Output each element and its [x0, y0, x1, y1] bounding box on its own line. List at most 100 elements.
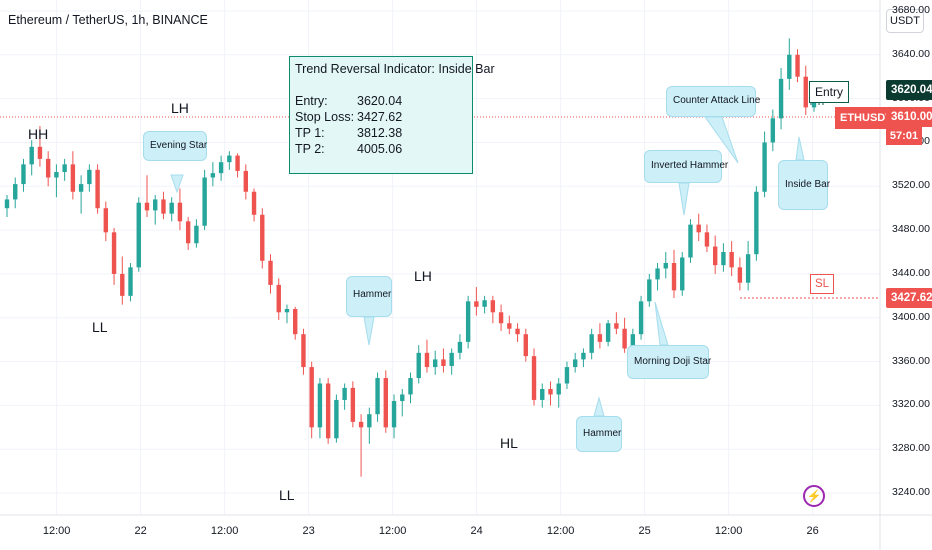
pivot-hl: HL	[500, 435, 518, 451]
candle-body	[449, 352, 454, 366]
price-tick-label: 3520.00	[892, 179, 930, 192]
candle-body	[367, 414, 372, 428]
time-tick-label: 12:00	[714, 525, 743, 537]
candle	[531, 348, 537, 406]
candle	[465, 295, 471, 349]
candle	[309, 361, 314, 439]
time-tick-label: 26	[806, 525, 819, 537]
candle	[762, 131, 767, 198]
candle-body	[284, 309, 290, 313]
candle	[227, 151, 232, 170]
candle	[268, 254, 273, 294]
candle	[391, 394, 397, 439]
candle-body	[787, 54, 792, 79]
inverted-hammer-pointer	[678, 182, 690, 216]
price-tick-label: 3280.00	[892, 442, 930, 455]
candle-body	[630, 334, 636, 349]
tp2-label: TP 2:	[295, 142, 325, 156]
candle	[87, 164, 92, 192]
stop-loss-value: 3427.62	[357, 110, 403, 124]
candle	[803, 65, 808, 116]
candle-body	[400, 394, 405, 402]
candle-body	[62, 164, 67, 173]
morning-doji-star-label: Morning Doji Star	[627, 345, 711, 379]
candle-body	[391, 401, 397, 428]
currency-button[interactable]: USDT	[886, 9, 924, 33]
pivot-lh-2: LH	[414, 268, 432, 284]
candle-body	[227, 155, 232, 163]
candle-body	[614, 323, 619, 329]
candle	[120, 256, 125, 305]
candle-body	[745, 254, 751, 283]
tp1-label: TP 1:	[295, 126, 325, 140]
candle-body	[383, 378, 388, 428]
candle	[449, 348, 454, 375]
stop-loss-label: Stop Loss:	[295, 110, 355, 124]
candle	[284, 304, 290, 324]
candle	[153, 195, 158, 225]
candle	[622, 317, 627, 353]
candle-body	[210, 173, 216, 178]
candle	[564, 361, 570, 389]
candle	[754, 186, 759, 261]
candle-body	[309, 367, 314, 428]
symbol-title[interactable]: Ethereum / TetherUS, 1h, BINANCE	[8, 13, 208, 27]
candle	[655, 262, 660, 291]
candle-body	[87, 169, 92, 185]
hammer-1-pointer	[363, 316, 375, 346]
candle	[712, 235, 718, 274]
candle-body	[803, 76, 808, 108]
candle	[144, 175, 150, 217]
candle	[548, 381, 553, 406]
lightning-bolt-icon[interactable]: ⚡	[803, 485, 825, 507]
candle	[177, 188, 183, 231]
candle	[194, 219, 199, 248]
entry-label: Entry:	[295, 94, 328, 108]
candle	[778, 67, 784, 130]
price-tick-label: 3640.00	[892, 47, 930, 60]
candle	[54, 164, 59, 198]
bar-countdown-tag: 57:01	[886, 127, 922, 145]
candle	[111, 227, 117, 285]
price-tick-label: 3400.00	[892, 310, 930, 323]
candle-body	[416, 352, 421, 379]
candle-body	[490, 300, 496, 313]
candle	[70, 151, 76, 200]
candle-body	[704, 232, 710, 247]
candle-body	[235, 155, 240, 171]
candle-body	[680, 257, 685, 291]
time-tick-label: 12:00	[546, 525, 575, 537]
symbol-price-tag: ETHUSDT	[835, 107, 897, 129]
candle-body	[185, 221, 191, 244]
candle	[696, 213, 701, 242]
candle-body	[4, 199, 10, 209]
candle	[276, 278, 281, 320]
candle-body	[408, 378, 413, 395]
price-tick-label: 3680.00	[892, 3, 930, 16]
candle-body	[161, 199, 166, 214]
candle-body	[268, 260, 273, 285]
candle-body	[78, 184, 84, 192]
current-price-tag: 3610.00	[886, 107, 932, 127]
candle	[688, 219, 693, 263]
candle	[301, 328, 306, 375]
candle	[136, 197, 141, 272]
candle-body	[729, 252, 734, 268]
candle	[202, 169, 207, 231]
candle-body	[243, 170, 249, 192]
candle-body	[778, 78, 784, 119]
candle-body	[45, 158, 51, 178]
candle-body	[572, 359, 578, 368]
candle	[614, 312, 619, 335]
candle-body	[29, 146, 34, 165]
candle	[416, 345, 421, 384]
evening-star-pointer	[170, 174, 184, 194]
candle-body	[424, 352, 430, 368]
candle-body	[13, 184, 18, 200]
stop-loss-row: Stop Loss: 3427.62	[295, 109, 467, 125]
candle-body	[647, 279, 652, 302]
candle	[21, 158, 26, 192]
candle-body	[144, 202, 150, 211]
candle	[37, 126, 43, 167]
